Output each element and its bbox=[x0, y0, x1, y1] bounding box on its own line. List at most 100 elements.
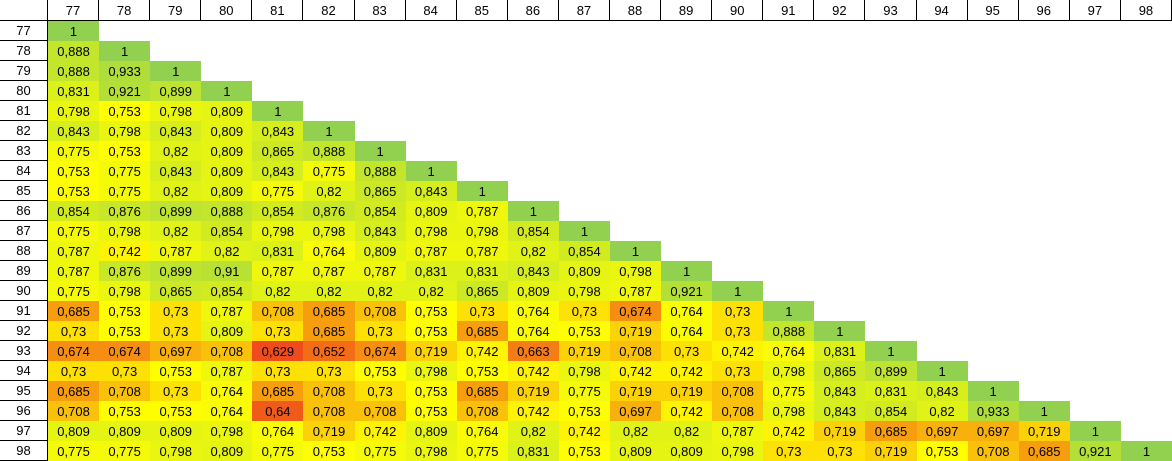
heatmap-cell[interactable]: 0,742 bbox=[558, 421, 610, 441]
column-header-89[interactable]: 89 bbox=[661, 0, 713, 21]
heatmap-cell[interactable]: 1 bbox=[610, 241, 662, 261]
heatmap-cell[interactable]: 0,73 bbox=[712, 301, 764, 321]
heatmap-cell[interactable]: 1 bbox=[865, 341, 917, 361]
heatmap-cell[interactable]: 0,854 bbox=[48, 201, 100, 221]
heatmap-cell[interactable]: 1 bbox=[303, 121, 355, 141]
heatmap-cell[interactable]: 1 bbox=[1120, 441, 1172, 461]
heatmap-cell[interactable]: 0,764 bbox=[456, 421, 508, 441]
heatmap-cell[interactable]: 0,753 bbox=[405, 381, 457, 401]
heatmap-cell[interactable]: 0,753 bbox=[558, 401, 610, 421]
heatmap-cell[interactable]: 0,865 bbox=[456, 281, 508, 301]
heatmap-cell[interactable]: 0,809 bbox=[150, 421, 202, 441]
heatmap-cell[interactable]: 0,843 bbox=[252, 121, 304, 141]
heatmap-cell[interactable]: 0,854 bbox=[865, 401, 917, 421]
column-header-81[interactable]: 81 bbox=[252, 0, 304, 21]
heatmap-cell[interactable]: 1 bbox=[150, 61, 202, 81]
heatmap-cell[interactable]: 0,708 bbox=[99, 381, 151, 401]
column-header-96[interactable]: 96 bbox=[1018, 0, 1070, 21]
heatmap-cell[interactable]: 0,764 bbox=[303, 241, 355, 261]
heatmap-cell[interactable]: 0,73 bbox=[712, 361, 764, 381]
heatmap-cell[interactable]: 0,899 bbox=[865, 361, 917, 381]
heatmap-cell[interactable]: 0,82 bbox=[303, 281, 355, 301]
heatmap-cell[interactable]: 0,73 bbox=[99, 361, 151, 381]
heatmap-cell[interactable]: 0,697 bbox=[916, 421, 968, 441]
heatmap-cell[interactable]: 0,73 bbox=[814, 441, 866, 461]
heatmap-cell[interactable]: 0,798 bbox=[456, 221, 508, 241]
heatmap-cell[interactable]: 0,865 bbox=[814, 361, 866, 381]
heatmap-cell[interactable]: 0,775 bbox=[48, 141, 100, 161]
heatmap-cell[interactable]: 0,742 bbox=[763, 421, 815, 441]
heatmap-cell[interactable]: 0,685 bbox=[48, 301, 100, 321]
heatmap-cell[interactable]: 0,753 bbox=[99, 141, 151, 161]
heatmap-cell[interactable]: 0,888 bbox=[201, 201, 253, 221]
heatmap-cell[interactable]: 0,787 bbox=[354, 261, 406, 281]
heatmap-cell[interactable]: 1 bbox=[1069, 421, 1121, 441]
heatmap-cell[interactable]: 0,888 bbox=[763, 321, 815, 341]
heatmap-cell[interactable]: 0,775 bbox=[303, 161, 355, 181]
heatmap-cell[interactable]: 0,876 bbox=[99, 261, 151, 281]
heatmap-cell[interactable]: 0,719 bbox=[610, 321, 662, 341]
heatmap-cell[interactable]: 0,742 bbox=[661, 361, 713, 381]
heatmap-cell[interactable]: 0,697 bbox=[150, 341, 202, 361]
heatmap-cell[interactable]: 0,798 bbox=[150, 101, 202, 121]
heatmap-cell[interactable]: 0,798 bbox=[405, 441, 457, 461]
heatmap-cell[interactable]: 0,73 bbox=[661, 341, 713, 361]
heatmap-cell[interactable]: 0,787 bbox=[48, 241, 100, 261]
heatmap-cell[interactable]: 0,719 bbox=[661, 381, 713, 401]
heatmap-cell[interactable]: 0,809 bbox=[558, 261, 610, 281]
heatmap-cell[interactable]: 0,775 bbox=[48, 221, 100, 241]
heatmap-cell[interactable]: 1 bbox=[814, 321, 866, 341]
heatmap-cell[interactable]: 1 bbox=[354, 141, 406, 161]
heatmap-cell[interactable]: 0,742 bbox=[507, 401, 559, 421]
heatmap-cell[interactable]: 0,888 bbox=[48, 61, 100, 81]
heatmap-cell[interactable]: 1 bbox=[763, 301, 815, 321]
row-header-91[interactable]: 91 bbox=[0, 301, 48, 321]
heatmap-cell[interactable]: 0,843 bbox=[507, 261, 559, 281]
heatmap-cell[interactable]: 0,753 bbox=[405, 301, 457, 321]
heatmap-cell[interactable]: 0,82 bbox=[916, 401, 968, 421]
heatmap-cell[interactable]: 0,888 bbox=[48, 41, 100, 61]
column-header-78[interactable]: 78 bbox=[99, 0, 151, 21]
heatmap-cell[interactable]: 0,921 bbox=[99, 81, 151, 101]
heatmap-cell[interactable]: 0,685 bbox=[252, 381, 304, 401]
heatmap-cell[interactable]: 0,809 bbox=[99, 421, 151, 441]
heatmap-cell[interactable]: 0,831 bbox=[814, 341, 866, 361]
heatmap-cell[interactable]: 0,876 bbox=[99, 201, 151, 221]
row-header-79[interactable]: 79 bbox=[0, 61, 48, 81]
heatmap-cell[interactable]: 0,775 bbox=[99, 441, 151, 461]
heatmap-cell[interactable]: 0,82 bbox=[252, 281, 304, 301]
heatmap-cell[interactable]: 0,854 bbox=[252, 201, 304, 221]
heatmap-cell[interactable]: 0,719 bbox=[814, 421, 866, 441]
heatmap-cell[interactable]: 0,798 bbox=[99, 281, 151, 301]
column-header-82[interactable]: 82 bbox=[303, 0, 355, 21]
heatmap-cell[interactable]: 0,933 bbox=[99, 61, 151, 81]
row-header-85[interactable]: 85 bbox=[0, 181, 48, 201]
heatmap-cell[interactable]: 0,697 bbox=[610, 401, 662, 421]
heatmap-cell[interactable]: 0,674 bbox=[48, 341, 100, 361]
heatmap-cell[interactable]: 0,753 bbox=[303, 441, 355, 461]
heatmap-cell[interactable]: 0,764 bbox=[661, 321, 713, 341]
heatmap-cell[interactable]: 0,64 bbox=[252, 401, 304, 421]
column-header-93[interactable]: 93 bbox=[865, 0, 917, 21]
heatmap-cell[interactable]: 1 bbox=[405, 161, 457, 181]
heatmap-cell[interactable]: 0,708 bbox=[354, 401, 406, 421]
heatmap-cell[interactable]: 0,899 bbox=[150, 261, 202, 281]
column-header-97[interactable]: 97 bbox=[1069, 0, 1121, 21]
heatmap-cell[interactable]: 0,73 bbox=[456, 301, 508, 321]
heatmap-cell[interactable]: 0,719 bbox=[507, 381, 559, 401]
row-header-82[interactable]: 82 bbox=[0, 121, 48, 141]
heatmap-cell[interactable]: 0,854 bbox=[507, 221, 559, 241]
heatmap-cell[interactable]: 1 bbox=[456, 181, 508, 201]
heatmap-cell[interactable]: 0,787 bbox=[150, 241, 202, 261]
heatmap-cell[interactable]: 0,708 bbox=[456, 401, 508, 421]
heatmap-cell[interactable]: 0,742 bbox=[99, 241, 151, 261]
heatmap-cell[interactable]: 0,831 bbox=[48, 81, 100, 101]
row-header-98[interactable]: 98 bbox=[0, 441, 48, 461]
heatmap-cell[interactable]: 0,798 bbox=[405, 361, 457, 381]
heatmap-cell[interactable]: 0,798 bbox=[99, 221, 151, 241]
heatmap-cell[interactable]: 0,775 bbox=[99, 181, 151, 201]
row-header-92[interactable]: 92 bbox=[0, 321, 48, 341]
heatmap-cell[interactable]: 0,854 bbox=[354, 201, 406, 221]
heatmap-cell[interactable]: 0,809 bbox=[201, 321, 253, 341]
heatmap-cell[interactable]: 0,921 bbox=[1069, 441, 1121, 461]
